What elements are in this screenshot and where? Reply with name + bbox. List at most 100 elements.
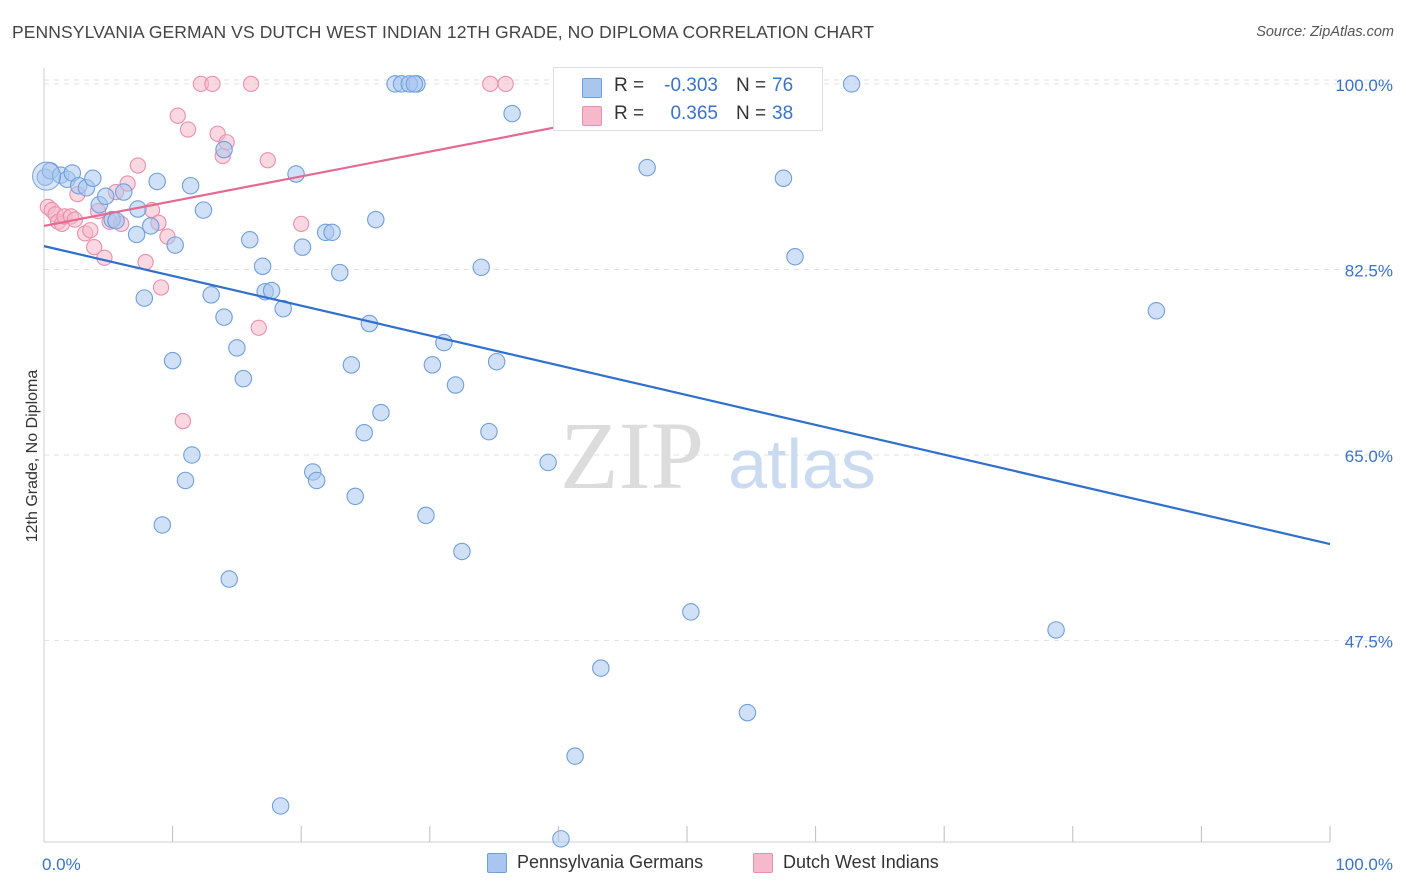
dutch-west-indian-point bbox=[129, 157, 147, 174]
y-tick-label: 47.5% bbox=[1345, 633, 1393, 652]
pennsylvania-german-point bbox=[566, 747, 584, 765]
pennsylvania-german-point bbox=[202, 286, 220, 304]
pennsylvania-german-point bbox=[114, 183, 133, 201]
pennsylvania-german-point bbox=[253, 257, 272, 276]
pennsylvania-german-point bbox=[346, 487, 364, 506]
pennsylvania-german-point bbox=[342, 356, 361, 374]
pennsylvania-german-point bbox=[774, 169, 793, 188]
watermark-zip: ZIP bbox=[560, 402, 704, 509]
legend-n-label: N = bbox=[736, 75, 767, 96]
pennsylvania-german-point bbox=[181, 176, 200, 195]
dutch-west-indian-point bbox=[86, 239, 103, 256]
pennsylvania-german-point bbox=[372, 403, 390, 422]
x-tick-label: 0.0% bbox=[42, 855, 81, 874]
pennsylvania-german-point bbox=[215, 308, 233, 326]
pennsylvania-german-point bbox=[355, 423, 373, 442]
correlation-legend: R = -0.303 N = 76 R = 0.365 N = 38 bbox=[553, 67, 823, 131]
pennsylvania-german-point bbox=[367, 210, 385, 229]
legend-r-label: R = bbox=[614, 103, 645, 124]
y-axis-label: 12th Grade, No Diploma bbox=[24, 369, 41, 543]
pennsylvania-german-point bbox=[503, 104, 521, 123]
legend-swatch-pink bbox=[582, 106, 602, 126]
bottom-legend-label: Dutch West Indians bbox=[783, 852, 939, 872]
pennsylvania-german-point bbox=[153, 516, 172, 534]
tick-labels: 100.0% 82.5% 65.0% 47.5% 0.0% 100.0% bbox=[42, 76, 1393, 874]
pennsylvania-german-point bbox=[307, 471, 326, 490]
dutch-west-indian-point bbox=[497, 75, 514, 93]
pennsylvania-german-point bbox=[287, 165, 305, 183]
pennsylvania-german-point bbox=[141, 217, 160, 235]
pennsylvania-german-point bbox=[293, 238, 312, 256]
pennsylvania-german-point bbox=[262, 281, 281, 300]
legend-n-value: 38 bbox=[772, 103, 794, 124]
dutch-west-indian-point bbox=[82, 222, 99, 239]
pennsylvania-german-point bbox=[163, 351, 182, 370]
pennsylvania-german-point bbox=[96, 187, 115, 206]
pennsylvania-german-point bbox=[176, 471, 195, 490]
dutch-west-indian-point bbox=[242, 75, 260, 93]
watermark-atlas: atlas bbox=[728, 425, 876, 503]
pennsylvania-german-point bbox=[323, 223, 341, 242]
pennsylvania-german-point bbox=[638, 158, 656, 177]
pennsylvania-german-point bbox=[592, 659, 610, 677]
pennsylvania-german-point bbox=[480, 422, 498, 441]
pennsylvania-german-point bbox=[166, 236, 184, 254]
pennsylvania-german-point bbox=[148, 172, 166, 191]
pennsylvania-german-point bbox=[423, 356, 442, 374]
pennsylvania-german-point bbox=[472, 258, 490, 277]
legend-row-dutch-west-indians: R = 0.365 N = 38 bbox=[554, 101, 822, 129]
pennsylvania-german-point bbox=[135, 289, 154, 307]
gridlines bbox=[44, 79, 1394, 642]
y-tick-label: 65.0% bbox=[1345, 447, 1393, 466]
pennsylvania-german-point bbox=[446, 376, 465, 394]
bottom-legend-label: Pennsylvania Germans bbox=[517, 852, 704, 872]
pennsylvania-german-point bbox=[241, 231, 259, 249]
pennsylvania-german-point bbox=[1047, 621, 1065, 639]
pennsylvania-german-point bbox=[539, 453, 557, 472]
pennsylvania-german-point bbox=[183, 446, 201, 464]
dutch-west-indian-point bbox=[169, 107, 186, 124]
pennsylvania-german-point bbox=[228, 339, 246, 357]
pennsylvania-german-point bbox=[234, 369, 253, 388]
dutch-west-indian-point bbox=[152, 279, 170, 296]
pennsylvania-german-point bbox=[220, 570, 238, 588]
chart-title: PENNSYLVANIA GERMAN VS DUTCH WEST INDIAN… bbox=[12, 22, 875, 42]
bottom-legend-swatch-blue bbox=[487, 853, 507, 873]
pennsylvania-german-point bbox=[271, 797, 290, 815]
y-tick-label: 82.5% bbox=[1345, 261, 1393, 280]
pennsylvania-german-point bbox=[1147, 302, 1166, 320]
pennsylvania-germans-points bbox=[32, 75, 1166, 848]
legend-n-value: 76 bbox=[772, 75, 794, 96]
pennsylvania-german-point bbox=[405, 75, 424, 93]
pennsylvania-german-point bbox=[194, 201, 213, 219]
y-tick-label: 100.0% bbox=[1335, 76, 1393, 95]
legend-r-value: 0.365 bbox=[670, 103, 718, 124]
dutch-west-indian-point bbox=[293, 215, 310, 233]
legend-r-label: R = bbox=[614, 75, 645, 96]
legend-swatch-blue bbox=[582, 78, 602, 98]
pennsylvania-german-point bbox=[417, 506, 435, 525]
dutch-west-indian-point bbox=[204, 75, 221, 93]
legend-n-label: N = bbox=[736, 103, 767, 124]
pennsylvania-german-point bbox=[215, 140, 233, 159]
pennsylvania-german-point bbox=[127, 225, 146, 244]
legend-row-pennsylvania-germans: R = -0.303 N = 76 bbox=[554, 73, 822, 101]
dutch-west-indian-point bbox=[482, 75, 499, 93]
pennsylvania-german-point bbox=[786, 247, 804, 266]
pennsylvania-german-point bbox=[552, 830, 570, 848]
pennsylvania-german-point bbox=[84, 169, 102, 188]
bottom-legend-swatch-pink bbox=[753, 853, 773, 873]
pennsylvania-german-point bbox=[331, 263, 349, 282]
dutch-west-indian-point bbox=[174, 412, 192, 430]
dutch-west-indian-point bbox=[179, 121, 197, 138]
pennsylvania-german-point bbox=[487, 352, 506, 371]
pennsylvania-germans-trend-line bbox=[43, 245, 1331, 546]
watermark: ZIP atlas bbox=[560, 402, 876, 509]
dutch-west-indians-points bbox=[39, 75, 514, 430]
dutch-west-indian-point bbox=[259, 152, 276, 169]
legend-r-value: -0.303 bbox=[664, 75, 718, 96]
pennsylvania-german-point bbox=[32, 161, 62, 191]
pennsylvania-german-point bbox=[453, 542, 471, 561]
chart-source: Source: ZipAtlas.com bbox=[1256, 24, 1394, 40]
pennsylvania-german-point bbox=[842, 75, 861, 93]
